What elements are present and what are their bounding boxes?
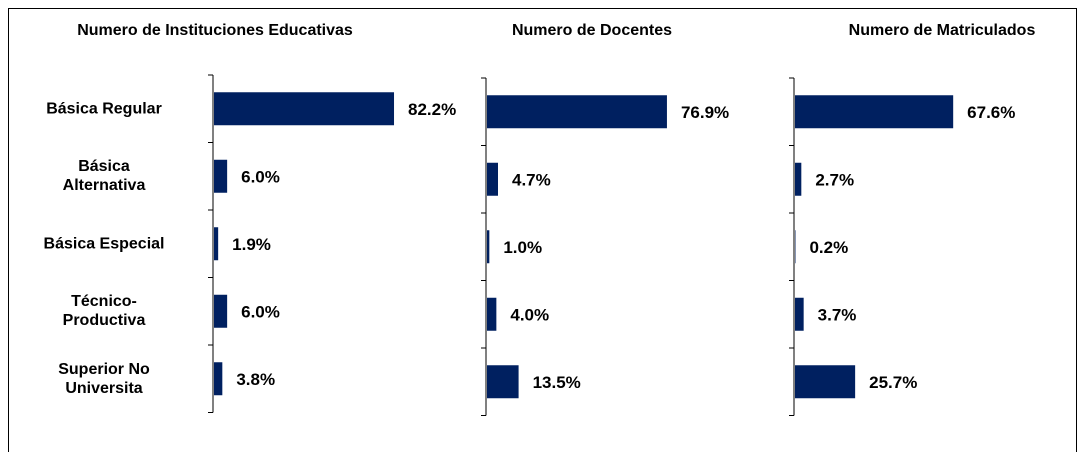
value-label: 0.2% [809, 238, 848, 257]
category-label: Superior No Universita [58, 360, 150, 397]
bar [795, 95, 954, 129]
chart-title: Numero de Matriculados [849, 22, 1036, 39]
frame [8, 8, 1077, 452]
bar [795, 162, 802, 196]
value-label: 2.7% [815, 171, 854, 190]
category-label: Básica Regular [46, 100, 162, 118]
value-label: 4.0% [510, 306, 549, 325]
chart-title: Numero de Docentes [512, 22, 672, 39]
value-label: 3.8% [236, 370, 275, 389]
value-label: 1.0% [503, 238, 542, 257]
value-label: 67.6% [967, 103, 1015, 122]
value-label: 82.2% [408, 100, 456, 119]
value-label: 1.9% [232, 235, 271, 254]
bar [214, 159, 228, 193]
bar [487, 162, 498, 196]
value-label: 25.7% [869, 373, 917, 392]
bar [214, 227, 219, 261]
value-label: 13.5% [533, 373, 581, 392]
bar [487, 230, 490, 264]
category-label: Técnico- Productiva [62, 293, 146, 330]
bar [214, 362, 223, 396]
bar [487, 297, 497, 331]
bar [795, 297, 804, 331]
value-label: 6.0% [241, 303, 280, 322]
category-label: Básica Especial [43, 235, 165, 253]
bar [487, 365, 519, 399]
bar [214, 294, 228, 328]
chart-title: Numero de Instituciones Educativas [77, 22, 353, 39]
bar [487, 95, 667, 129]
bar [795, 365, 856, 399]
bar [214, 92, 395, 126]
category-label: Básica Alternativa [62, 158, 146, 195]
value-label: 6.0% [241, 168, 280, 187]
value-label: 76.9% [681, 103, 729, 122]
value-label: 3.7% [818, 306, 857, 325]
value-label: 4.7% [512, 171, 551, 190]
